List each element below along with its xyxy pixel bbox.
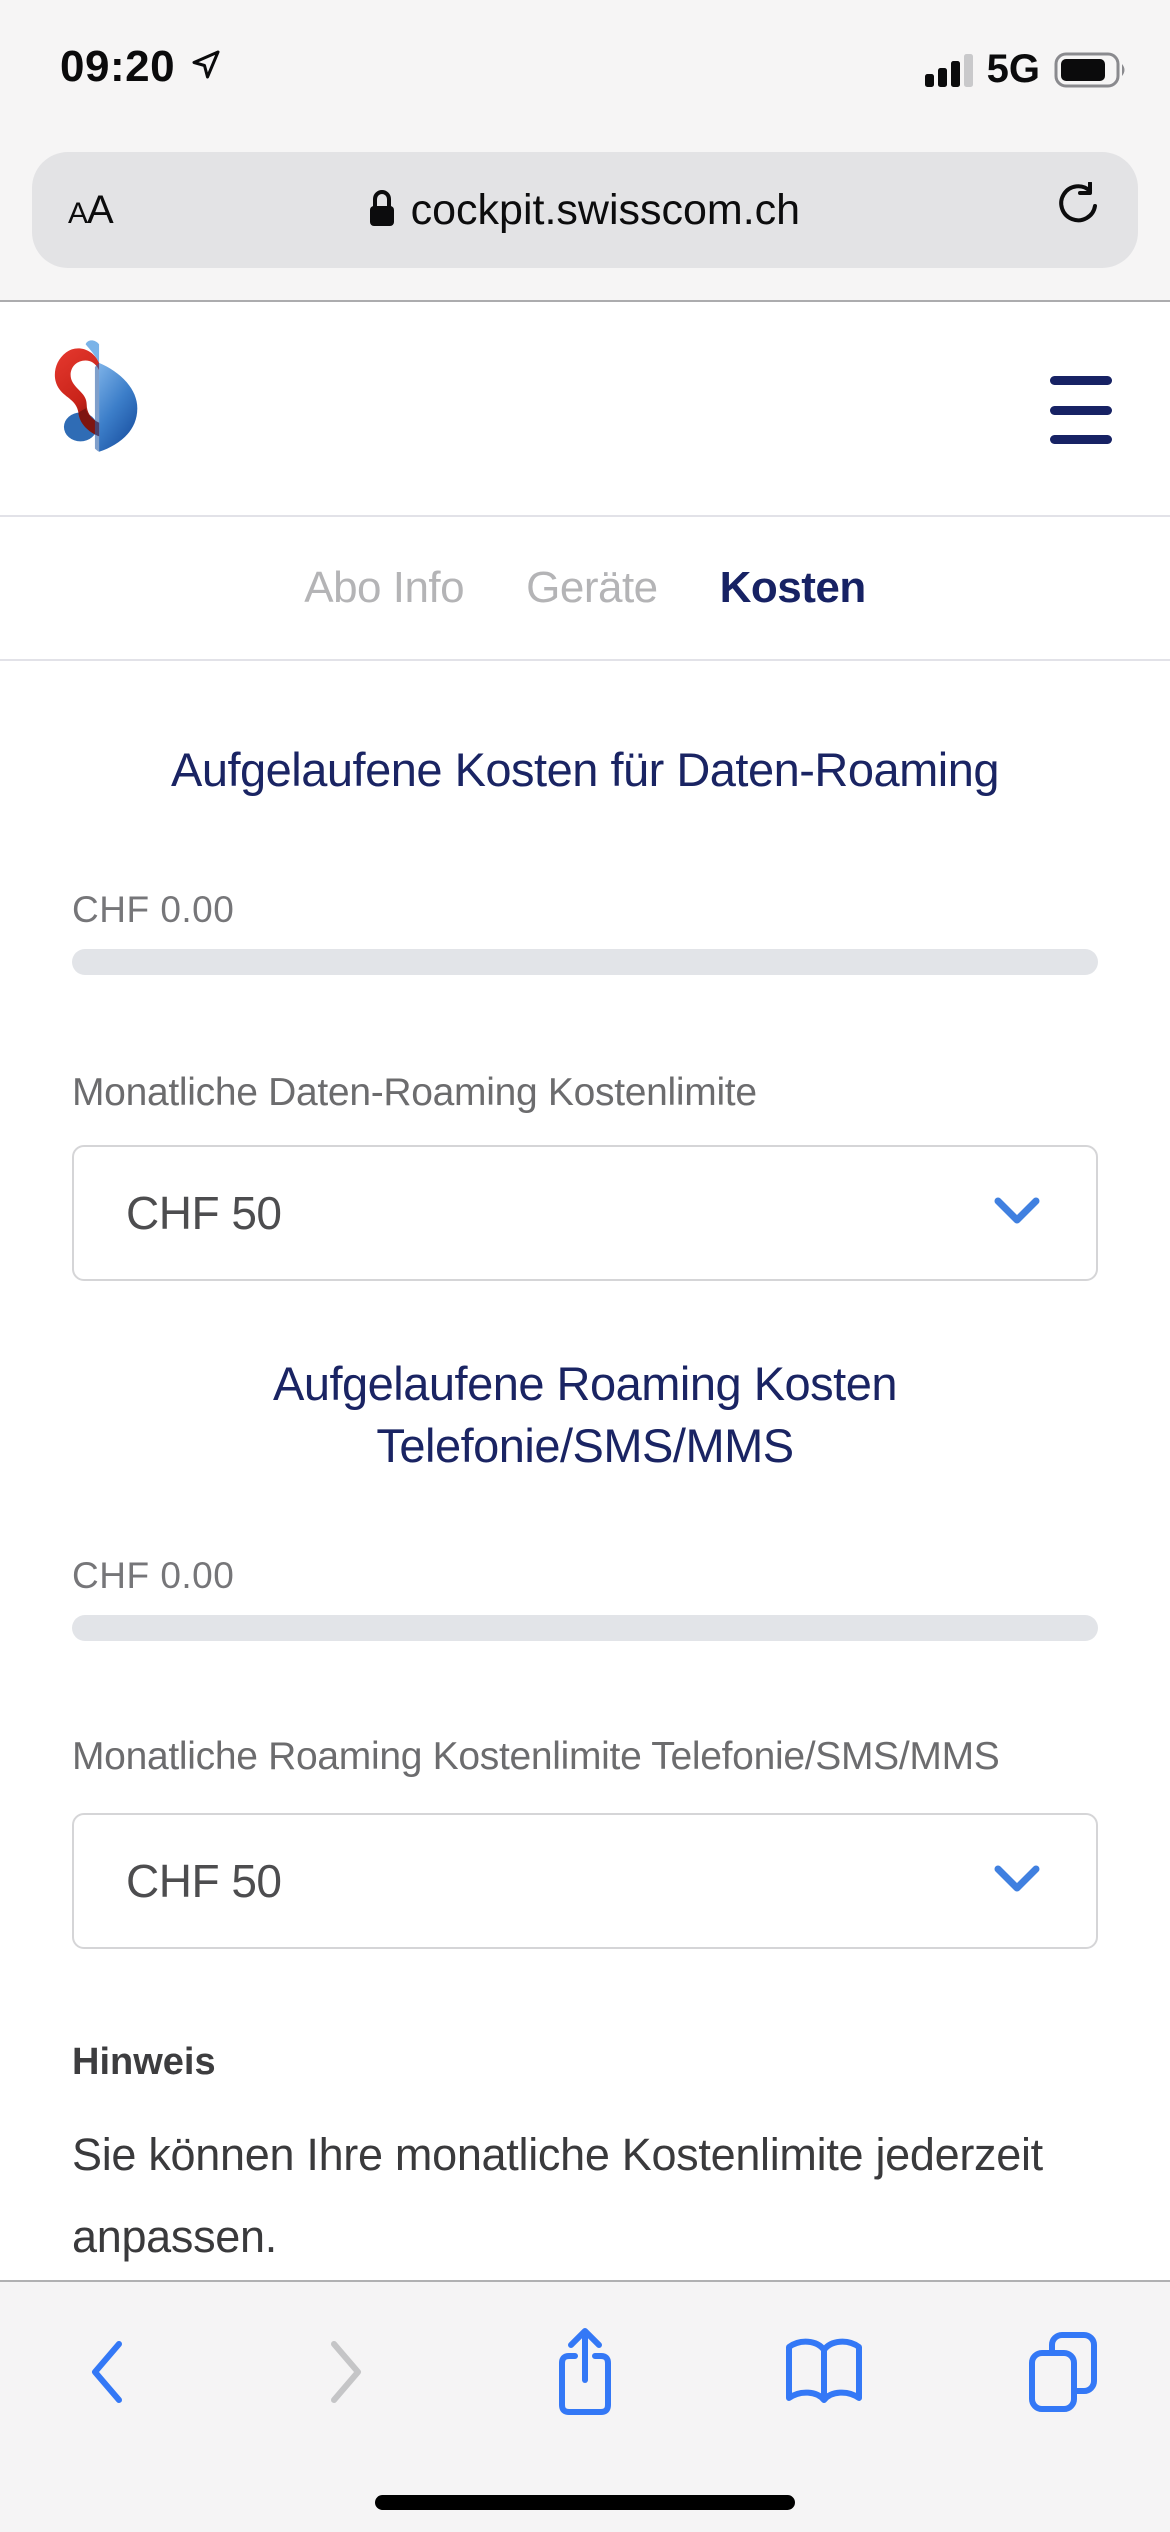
home-indicator[interactable] xyxy=(375,2495,795,2510)
voice-roaming-amount: CHF 0.00 xyxy=(72,1555,235,1596)
swisscom-logo[interactable] xyxy=(45,336,149,465)
data-roaming-limit-label: Monatliche Daten-Roaming Kostenlimite xyxy=(72,1071,757,1114)
data-roaming-title: Aufgelaufene Kosten für Daten-Roaming xyxy=(170,743,1000,796)
page-content: Aufgelaufene Kosten für Daten-Roaming CH… xyxy=(0,661,1170,2278)
tab-geraete[interactable]: Geräte xyxy=(526,563,658,612)
tab-abo-info[interactable]: Abo Info xyxy=(304,563,465,612)
data-roaming-limit-value: CHF 50 xyxy=(126,1187,282,1239)
data-roaming-amount: CHF 0.00 xyxy=(72,889,235,930)
site-header xyxy=(0,302,1170,517)
note-title: Hinweis xyxy=(72,2041,216,2083)
forward-icon[interactable] xyxy=(301,2317,391,2427)
voice-roaming-progress-bar xyxy=(72,1615,1098,1641)
safari-top-chrome: 09:20 5G AA xyxy=(0,0,1170,302)
voice-roaming-limit-value: CHF 50 xyxy=(126,1855,282,1907)
tab-kosten[interactable]: Kosten xyxy=(719,563,867,612)
voice-roaming-limit-select[interactable]: CHF 50 xyxy=(72,1813,1098,1949)
network-type: 5G xyxy=(986,47,1040,91)
status-bar: 09:20 5G xyxy=(0,0,1170,100)
tab-bar: Abo Info Geräte Kosten xyxy=(0,517,1170,661)
share-icon[interactable] xyxy=(540,2317,630,2427)
note-body: Sie können Ihre monatliche Kostenlimite … xyxy=(72,2129,1043,2262)
reload-button[interactable] xyxy=(1054,180,1102,239)
location-arrow-icon xyxy=(189,48,223,87)
data-roaming-progress-bar xyxy=(72,949,1098,975)
voice-roaming-limit-label: Monatliche Roaming Kostenlimite Telefoni… xyxy=(72,1735,1000,1778)
lock-icon xyxy=(367,187,397,234)
clock: 09:20 xyxy=(60,42,176,91)
address-bar[interactable]: AA cockpit.swisscom.ch xyxy=(32,152,1138,268)
url-text: cockpit.swisscom.ch xyxy=(410,185,801,234)
tabs-icon[interactable] xyxy=(1018,2317,1108,2427)
bookmarks-icon[interactable] xyxy=(779,2317,869,2427)
safari-bottom-toolbar xyxy=(0,2280,1170,2532)
chevron-down-icon xyxy=(994,1197,1040,1230)
reader-options-button[interactable]: AA xyxy=(68,187,114,232)
back-icon[interactable] xyxy=(62,2317,152,2427)
data-roaming-limit-select[interactable]: CHF 50 xyxy=(72,1145,1098,1281)
signal-bars-icon xyxy=(924,53,973,87)
chevron-down-icon xyxy=(994,1865,1040,1898)
hamburger-menu-icon[interactable] xyxy=(1050,366,1112,454)
voice-roaming-title: Aufgelaufene Roaming Kosten Telefonie/SM… xyxy=(272,1357,898,1472)
battery-icon xyxy=(1054,51,1130,89)
